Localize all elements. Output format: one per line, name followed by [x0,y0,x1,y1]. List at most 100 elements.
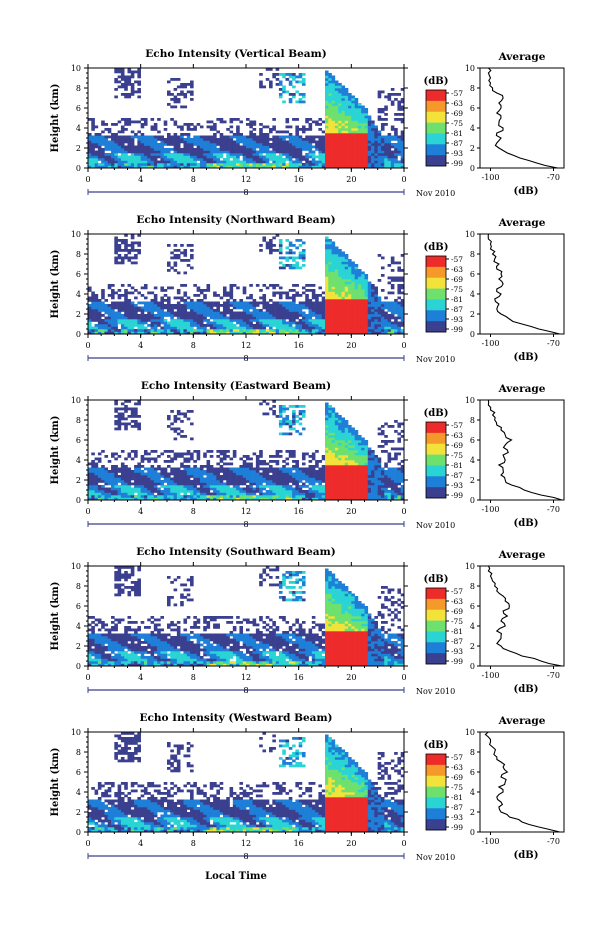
heatmap-cell [275,309,280,312]
heatmap-cell [229,324,234,327]
heatmap-cell [285,246,290,250]
heatmap-cell [364,314,369,317]
heatmap-cell [120,145,125,149]
heatmap-cell [295,309,299,312]
heatmap-cell [259,329,263,332]
heatmap-cell [351,118,355,121]
heatmap-cell [157,490,161,493]
heatmap-cell [354,264,359,267]
heatmap-cell [170,304,174,307]
heatmap-cell [163,150,168,154]
heatmap-cells [88,400,405,501]
heatmap-cell [91,301,95,305]
heatmap-cell [301,130,306,134]
heatmap-cell [173,100,178,104]
heatmap-cell [157,118,161,121]
heatmap-cell [180,244,184,247]
heatmap-cell [367,301,372,305]
heatmap-cell [173,475,178,478]
heatmap-cell [203,324,207,327]
heatmap-cell [321,304,326,307]
heatmap-cell [127,472,132,476]
heatmap-cell [387,329,392,332]
heatmap-cell [331,294,336,297]
heatmap-cell [130,412,135,416]
heatmap-cell [124,148,128,151]
heatmap-cell [219,140,224,144]
heatmap-cell [344,264,349,267]
heatmap-cell [269,80,273,84]
heatmap-cell [351,326,355,330]
heatmap-cell [331,329,336,332]
heatmap-cell [384,314,388,317]
heatmap-cell [351,291,355,295]
heatmap-cell [298,165,303,169]
heatmap-cell [124,480,128,483]
heatmap-cell [114,472,118,476]
heatmap-cell [242,329,247,332]
heatmap-cell [292,314,296,317]
heatmap-cell [163,311,168,315]
heatmap-cell [334,314,339,317]
heatmap-cell [242,163,247,166]
heatmap-cell [344,120,349,124]
heatmap-cell [315,165,319,169]
heatmap-cell [262,311,267,315]
heatmap-cell [97,311,102,315]
heatmap-cell [176,306,181,310]
heatmap-cell [328,98,332,101]
heatmap-cell [331,241,336,245]
heatmap-cell [111,477,115,481]
heatmap-cell [272,495,276,498]
heatmap-cell [88,286,92,290]
heatmap-cell [120,417,125,421]
heatmap-cell [354,145,359,149]
heatmap-cell [361,294,365,297]
heatmap-cell [120,93,125,96]
heatmap-cell [278,472,283,476]
heatmap-cell [328,326,332,330]
heatmap-cell [301,140,306,144]
heatmap-cell [344,100,349,104]
heatmap-cell [193,158,197,161]
heatmap-cell [348,261,352,265]
heatmap-cell [107,472,112,476]
heatmap-cell [193,143,197,146]
heatmap-cell [117,130,122,134]
heatmap-cell [137,309,141,312]
heatmap-cell [305,294,309,297]
heatmap-cell [374,155,378,159]
heatmap-cell [265,68,270,71]
heatmap-cell [361,153,365,156]
heatmap-cell [160,495,165,498]
heatmap-cell [325,135,329,139]
heatmap-cell [262,477,267,481]
heatmap-cell [190,301,194,305]
heatmap-cell [239,133,244,136]
heatmap-cell [275,138,280,141]
heatmap-cell [143,321,148,325]
heatmap-cell [137,249,141,252]
heatmap-cell [348,314,352,317]
heatmap-cell [130,487,135,491]
heatmap-cell [282,264,286,267]
heatmap-cell [193,150,197,154]
heatmap-cell [170,487,174,491]
heatmap-cell [259,490,263,493]
heatmap-cell [183,495,188,498]
heatmap-cell [137,160,141,164]
heatmap-cell [338,319,342,322]
heatmap-cell [348,271,352,275]
x-tick-label: 0 [85,341,90,350]
heatmap-cell [88,309,92,312]
heatmap-cell [371,296,375,300]
heatmap-cell [173,261,178,265]
heatmap-cell [380,314,385,317]
heatmap-cell [328,254,332,257]
heatmap-cell [213,165,217,169]
heatmap-cell [374,301,378,305]
heatmap-cell [397,324,402,327]
heatmap-cell [377,145,382,149]
heatmap-cell [94,294,99,297]
heatmap-cell [140,123,145,126]
